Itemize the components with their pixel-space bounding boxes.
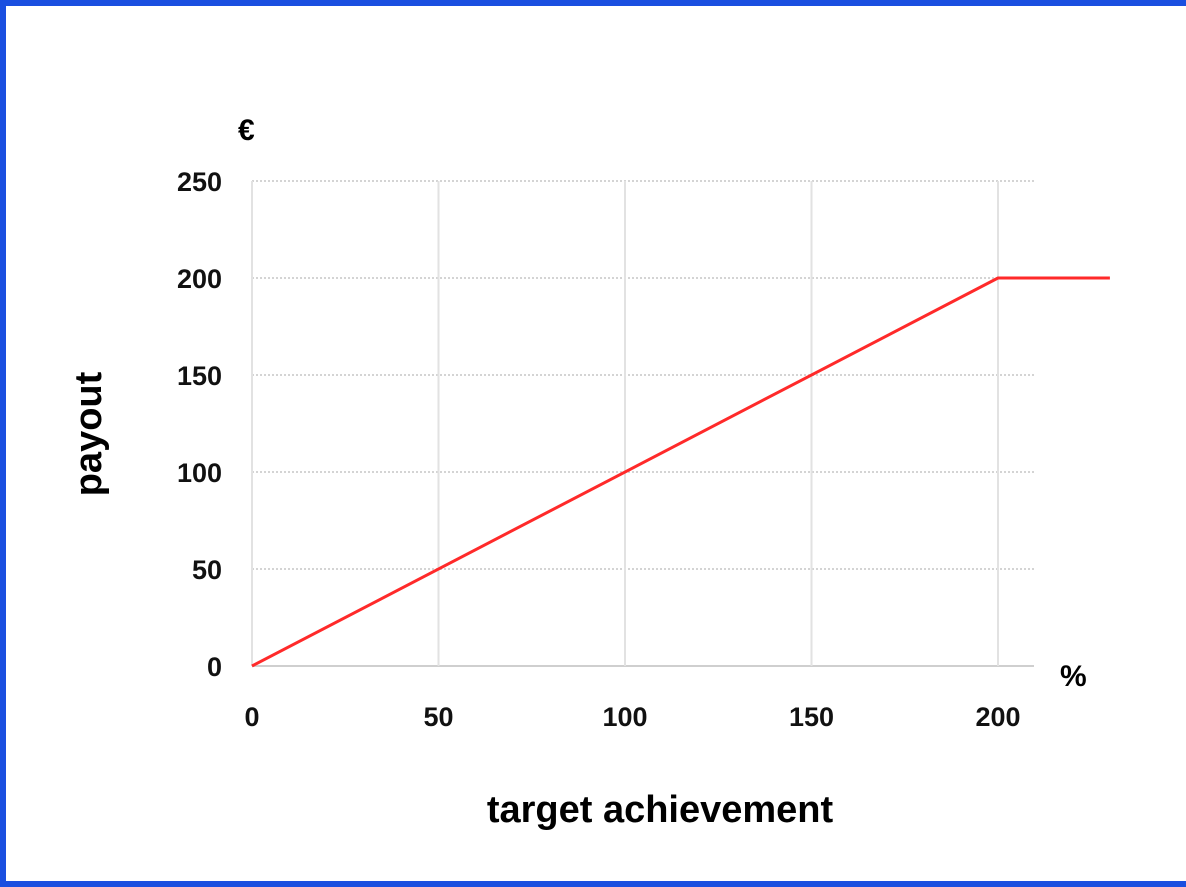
- x-axis-unit: %: [1060, 660, 1087, 693]
- x-tick-label-200: 200: [975, 702, 1020, 732]
- x-tick-label-50: 50: [423, 702, 453, 732]
- y-axis-title: payout: [68, 371, 110, 496]
- y-tick-label-0: 0: [207, 652, 222, 682]
- y-tick-label-50: 50: [192, 555, 222, 585]
- series-line-0: [251, 276, 1110, 668]
- grid-lines: [251, 180, 1034, 667]
- series-layer: [251, 276, 1110, 668]
- x-tick-label-100: 100: [602, 702, 647, 732]
- x-tick-label-0: 0: [244, 702, 259, 732]
- y-tick-label-250: 250: [177, 167, 222, 197]
- y-tick-label-100: 100: [177, 458, 222, 488]
- tick-labels: 0 50 100 150 200 250 0 50 100 150 200: [177, 167, 1021, 732]
- y-tick-label-200: 200: [177, 264, 222, 294]
- x-tick-label-150: 150: [789, 702, 834, 732]
- y-tick-label-150: 150: [177, 361, 222, 391]
- x-axis-title: target achievement: [487, 789, 834, 831]
- y-axis-unit: €: [238, 114, 255, 147]
